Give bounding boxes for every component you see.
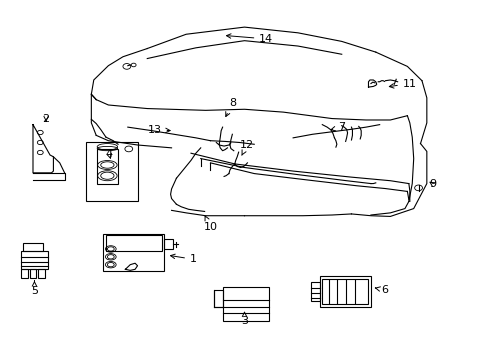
Text: 8: 8 <box>225 98 235 117</box>
Bar <box>38 269 45 278</box>
Bar <box>310 282 319 301</box>
Text: 14: 14 <box>226 34 273 44</box>
Text: 6: 6 <box>375 285 387 295</box>
Text: 11: 11 <box>388 78 416 89</box>
Text: 2: 2 <box>42 113 50 123</box>
Bar <box>97 149 117 184</box>
Bar <box>106 235 162 251</box>
Text: 9: 9 <box>429 179 436 189</box>
Bar <box>213 290 222 307</box>
Bar <box>21 251 47 269</box>
Text: 13: 13 <box>147 125 170 135</box>
Bar <box>319 276 370 307</box>
Bar <box>21 269 28 278</box>
Bar <box>222 287 268 321</box>
Bar <box>86 143 137 202</box>
Text: 10: 10 <box>203 216 217 232</box>
Bar <box>30 269 36 278</box>
Bar <box>23 243 42 251</box>
Bar <box>164 239 173 249</box>
Text: 4: 4 <box>105 149 113 159</box>
Text: 3: 3 <box>241 312 247 326</box>
Text: 1: 1 <box>170 254 197 264</box>
Bar <box>103 234 164 271</box>
Bar <box>322 279 368 304</box>
Text: 7: 7 <box>330 122 345 132</box>
Text: 5: 5 <box>31 281 38 296</box>
Text: 12: 12 <box>240 140 253 155</box>
